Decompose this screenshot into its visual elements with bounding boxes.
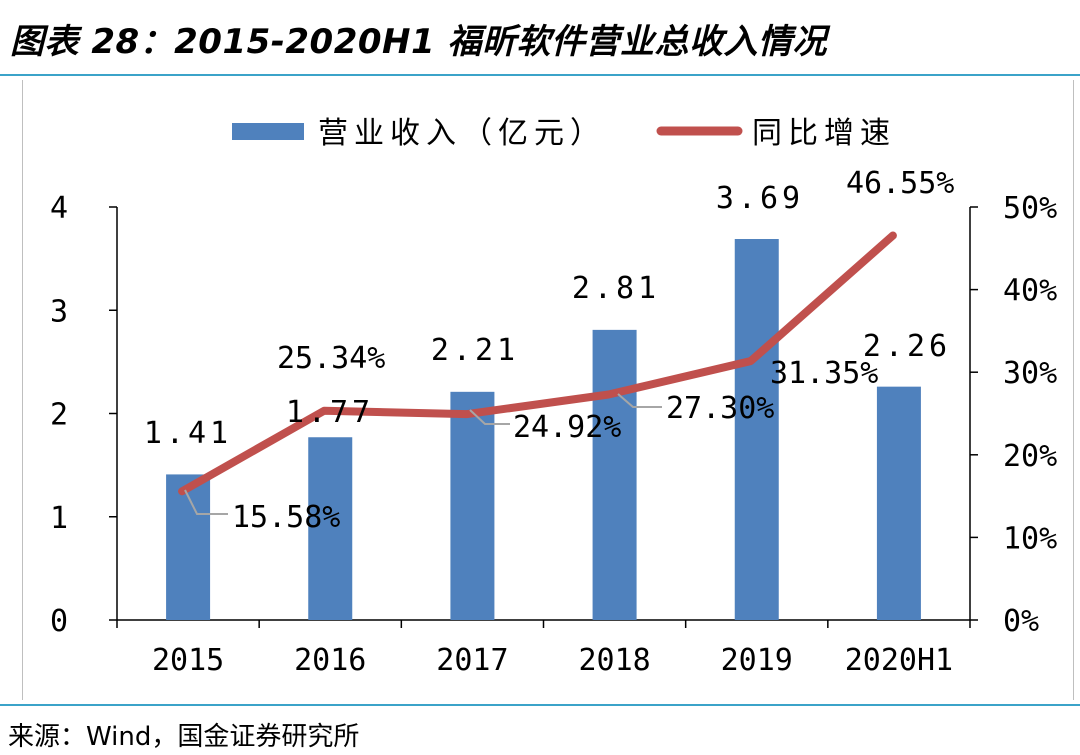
line-data-label: 27.30% [666, 391, 774, 426]
x-tick-label: 2015 [152, 643, 224, 678]
legend-swatch-revenue [232, 123, 304, 140]
y-left-tick-label: 4 [50, 191, 68, 226]
y-left-tick-label: 0 [50, 604, 68, 639]
bar-data-label: 2.81 [572, 271, 660, 306]
line-data-label: 25.34% [277, 341, 385, 376]
bar [166, 474, 211, 620]
y-right-tick-label: 40% [1003, 274, 1057, 309]
bar [308, 437, 353, 620]
line-data-label: 24.92% [513, 410, 621, 445]
source-rule [0, 704, 1080, 706]
y-right-tick-label: 20% [1003, 439, 1057, 474]
bar-data-label: 1.77 [286, 395, 374, 430]
bar [592, 329, 637, 620]
x-tick-label: 2019 [721, 643, 793, 678]
growth-line [178, 231, 897, 496]
y-left-tick-label: 1 [50, 501, 68, 536]
source-note: 来源：Wind，国金证券研究所 [8, 722, 360, 752]
bar-data-label: 3.69 [716, 181, 804, 216]
line-data-label: 46.55% [846, 166, 954, 201]
x-tick-label: 2017 [436, 643, 508, 678]
bar [450, 391, 495, 620]
y-right-tick-label: 50% [1003, 191, 1057, 226]
leader-line [617, 393, 662, 408]
legend-label-revenue: 营业收入（亿元） [318, 116, 606, 151]
bar-data-label: 2.26 [863, 329, 951, 364]
legend-label-growth: 同比增速 [752, 116, 896, 151]
leader-line [184, 489, 228, 515]
x-tick-label: 2020H1 [845, 643, 953, 678]
bar-data-label: 1.41 [144, 416, 232, 451]
y-left-tick-label: 2 [50, 398, 68, 433]
chart-frame [22, 80, 1074, 700]
bar-data-label: 2.21 [431, 333, 519, 368]
y-right-tick-label: 0% [1003, 604, 1039, 639]
line-data-label: 15.58% [232, 500, 340, 535]
title-rule [0, 74, 1080, 76]
x-tick-label: 2018 [578, 643, 650, 678]
chart-title: 图表 28：2015-2020H1 福昕软件营业总收入情况 [10, 22, 827, 62]
y-right-tick-label: 10% [1003, 521, 1057, 556]
y-right-tick-label: 30% [1003, 356, 1057, 391]
bar [734, 239, 779, 620]
line-data-label: 31.35% [770, 356, 878, 391]
bar [876, 386, 921, 620]
y-left-tick-label: 3 [50, 294, 68, 329]
leader-line [469, 409, 510, 425]
x-tick-label: 2016 [294, 643, 366, 678]
